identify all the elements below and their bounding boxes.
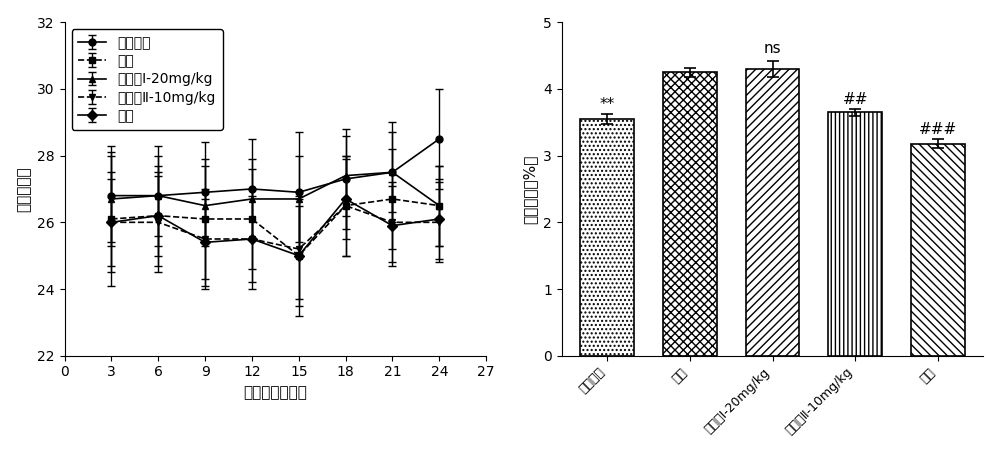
Bar [828, 112, 882, 356]
Bar [746, 69, 799, 356]
Bar [580, 119, 634, 356]
Bar [663, 72, 717, 356]
X-axis label: 给药时间（天）: 给药时间（天） [243, 385, 307, 400]
Y-axis label: 体重（克）: 体重（克） [17, 166, 32, 212]
Text: ##: ## [842, 92, 868, 107]
Text: ns: ns [764, 40, 781, 55]
Text: **: ** [600, 97, 615, 112]
Text: ###: ### [919, 122, 957, 137]
Legend: 对照饲料, 溶媒, 化合物Ⅰ-20mg/kg, 化合物Ⅱ-10mg/kg, 联合: 对照饲料, 溶媒, 化合物Ⅰ-20mg/kg, 化合物Ⅱ-10mg/kg, 联合 [72, 29, 223, 130]
Bar [911, 143, 965, 356]
Y-axis label: 肝／体比（%）: 肝／体比（%） [523, 154, 538, 224]
